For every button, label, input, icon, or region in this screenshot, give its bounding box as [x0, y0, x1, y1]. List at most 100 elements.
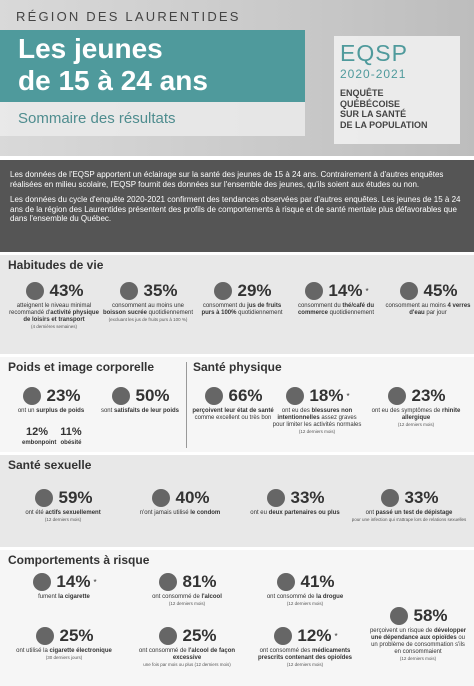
intro-paragraph: Les données du cycle d'enquête 2020-2021… [10, 195, 461, 223]
description: ont consommé de la drogue [250, 594, 360, 601]
description-bold: 4 verres d'eau [409, 303, 471, 316]
stat-item: 33% ont passé un test de dépistage pour un… [350, 488, 468, 523]
description: obésité [56, 440, 86, 447]
icon [23, 387, 42, 405]
icon-shape [26, 282, 45, 300]
stat-row: 66% [188, 386, 278, 406]
stat: 23% [46, 386, 81, 405]
flag: * [93, 577, 97, 587]
description: ont eu des blessures non intentionnelles… [272, 408, 362, 429]
stat-row: 14% * [290, 281, 382, 301]
icon-shape [286, 387, 305, 405]
note: (excluant les jus de fruits purs à 100 %… [108, 317, 188, 322]
description-post: quotidiennement [327, 310, 375, 316]
description-pre: ont consommé de [266, 594, 317, 600]
description-pre: ont consommé de [152, 594, 202, 600]
description: ont eu deux partenaires ou plus [240, 510, 350, 517]
description: consomment au moins une boisson sucrée q… [102, 303, 194, 317]
intro-bg [0, 160, 474, 252]
stat: 45% [423, 281, 458, 300]
description-bold: cigarette électronique [49, 648, 112, 654]
description-bold: obésité [60, 440, 82, 446]
description-pre: ont été [25, 510, 46, 516]
stat-item: 18% * ont eu des blessures non intentionne… [272, 386, 362, 435]
icon-shape [388, 387, 407, 405]
icon-shape [33, 573, 52, 591]
note: (12 derniers mois) [44, 517, 82, 522]
icon [267, 489, 286, 507]
title: Les jeunes de 15 à 24 ans [18, 33, 208, 97]
stat-item: 23% ont eu des symptômes de rhinite aller… [366, 386, 466, 428]
survey: EQSP [340, 40, 408, 66]
stat-row: 25% [14, 626, 114, 646]
icon [274, 627, 293, 645]
description: ont un surplus de poids [6, 408, 96, 415]
stat: 66% [228, 386, 263, 405]
stat-row: 41% [250, 572, 360, 592]
description: ont eu des symptômes de rhinite allergiq… [366, 408, 466, 422]
note: pour une infection qui s'attrape lors de… [351, 517, 467, 522]
description-pre: ont utilisé la [16, 648, 50, 654]
description-pre: consomment au moins [385, 303, 448, 309]
description-bold: actifs sexuellement [45, 510, 101, 516]
icon-shape [120, 282, 139, 300]
title-line: Les jeunes [18, 33, 163, 64]
description-post: assez graves pour limiter les activités … [272, 415, 362, 428]
stat: 50% [135, 386, 170, 405]
section-title: Habitudes de vie [8, 258, 104, 272]
stat: 59% [58, 488, 93, 507]
stat: 33% [290, 488, 325, 507]
description-pre: ont eu des symptômes de [371, 408, 443, 414]
stat-row: 23% [366, 386, 466, 406]
description-post: quotidiennement [236, 310, 283, 316]
stat-item: 81% ont consommé de l'alcool (12 derniers … [132, 572, 242, 607]
icon [26, 282, 45, 300]
note: (12 derniers mois) [286, 601, 324, 606]
stat-row: 14% * [14, 572, 114, 592]
stat: 12% [25, 426, 49, 438]
stat-row: 33% [240, 488, 350, 508]
section-title: Santé sexuelle [8, 458, 92, 472]
icon [390, 607, 409, 625]
icon [305, 282, 324, 300]
stat-row: 43% [8, 281, 100, 301]
description-pre: consomment au moins une [111, 303, 185, 309]
stat-row: 12% [22, 426, 52, 438]
description-bold: perçoivent leur état de santé [192, 408, 274, 414]
description: atteignent le niveau minimal recommandé … [8, 303, 100, 324]
description-post: comme excellent ou très bon [194, 415, 272, 421]
icon [120, 282, 139, 300]
description: fument la cigarette [14, 594, 114, 601]
stat-row: 11% [56, 426, 86, 438]
stat: 23% [411, 386, 446, 405]
note: (4 dernières semaines) [30, 324, 78, 329]
note: (12 derniers mois) [298, 429, 336, 434]
stat: 35% [143, 281, 178, 300]
flag: * [365, 286, 369, 296]
description-pre: fument [38, 594, 59, 600]
stat: 25% [59, 626, 94, 645]
icon [400, 282, 419, 300]
description-post: quotidiennement [146, 310, 194, 316]
stat-row: 29% [196, 281, 288, 301]
stat-item: 59% ont été actifs sexuellement (12 dernie… [8, 488, 118, 523]
description-bold: embonpoint [22, 440, 57, 446]
description-post: ou un problème de consommation s'ils en … [371, 635, 466, 655]
stat-item: 25% ont utilisé la cigarette électronique… [14, 626, 114, 661]
icon-shape [214, 282, 233, 300]
icon-shape [159, 627, 178, 645]
stat: 43% [49, 281, 84, 300]
icon [33, 573, 52, 591]
stat: 41% [300, 572, 335, 591]
icon-shape [277, 573, 296, 591]
subtitle-box [0, 102, 305, 136]
stat-row: 40% [125, 488, 235, 508]
description: perçoivent leur état de santé comme exce… [188, 408, 278, 422]
stat: 18% [309, 386, 344, 405]
description-bold: blessures non intentionnelles [277, 408, 353, 421]
icon [152, 489, 171, 507]
title-line: de 15 à 24 ans [18, 65, 208, 96]
description: consomment au moins 4 verres d'eau par j… [384, 303, 472, 317]
description-bold: la cigarette [58, 594, 90, 600]
title-box [0, 30, 305, 102]
